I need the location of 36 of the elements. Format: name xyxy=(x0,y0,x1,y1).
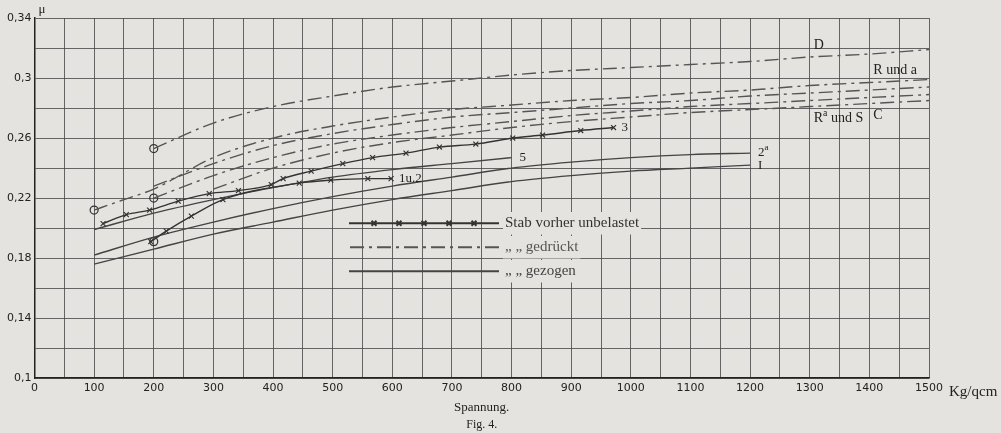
text: „ „ gezogen xyxy=(505,262,577,279)
annotation: 5 xyxy=(519,149,527,164)
x-tick-label: 300 xyxy=(202,380,224,394)
x-axis-title: Spannung. xyxy=(454,398,510,414)
x-tick-label: 1400 xyxy=(855,380,884,394)
x-tick-label: 600 xyxy=(381,380,403,394)
y-tick-label: 0,26 xyxy=(6,130,32,144)
y-tick-label: 0,34 xyxy=(6,10,32,24)
y-tick-label: 0,1 xyxy=(13,371,32,385)
y-axis-title: μ xyxy=(38,1,46,17)
x-tick-label: 1100 xyxy=(676,380,705,394)
annotation: D xyxy=(813,36,824,52)
annotation: 3 xyxy=(621,118,629,134)
x-tick-label: 1200 xyxy=(736,380,765,394)
y-tick-label: 0,22 xyxy=(6,190,32,204)
x-tick-label: 400 xyxy=(262,380,284,394)
x-tick-label: 1300 xyxy=(795,380,824,394)
x-tick-label: 500 xyxy=(322,380,344,394)
y-tick-label: 0,14 xyxy=(6,311,32,325)
annotation: 1u.2 xyxy=(399,170,422,186)
annotation: C xyxy=(873,107,883,123)
caption: Fig. 4. xyxy=(466,417,498,432)
x-tick-label: 0 xyxy=(30,380,38,394)
x-tick-label: 700 xyxy=(441,380,463,394)
annotation: I xyxy=(758,156,763,172)
x-tick-label: 100 xyxy=(83,380,105,394)
x-tick-label: 200 xyxy=(143,380,165,394)
text: Kg/qcm xyxy=(949,383,998,400)
x-tick-label: 1000 xyxy=(616,380,645,394)
text: „ „ gedrückt xyxy=(505,238,580,255)
x-tick-label: 900 xyxy=(560,380,582,394)
legend-label: Stab vorher unbelastet xyxy=(505,214,640,231)
x-tick-label: 1500 xyxy=(915,380,943,394)
y-tick-label: 0,3 xyxy=(13,70,32,84)
x-tick-label: 800 xyxy=(501,380,523,394)
y-tick-label: 0,18 xyxy=(6,250,32,264)
